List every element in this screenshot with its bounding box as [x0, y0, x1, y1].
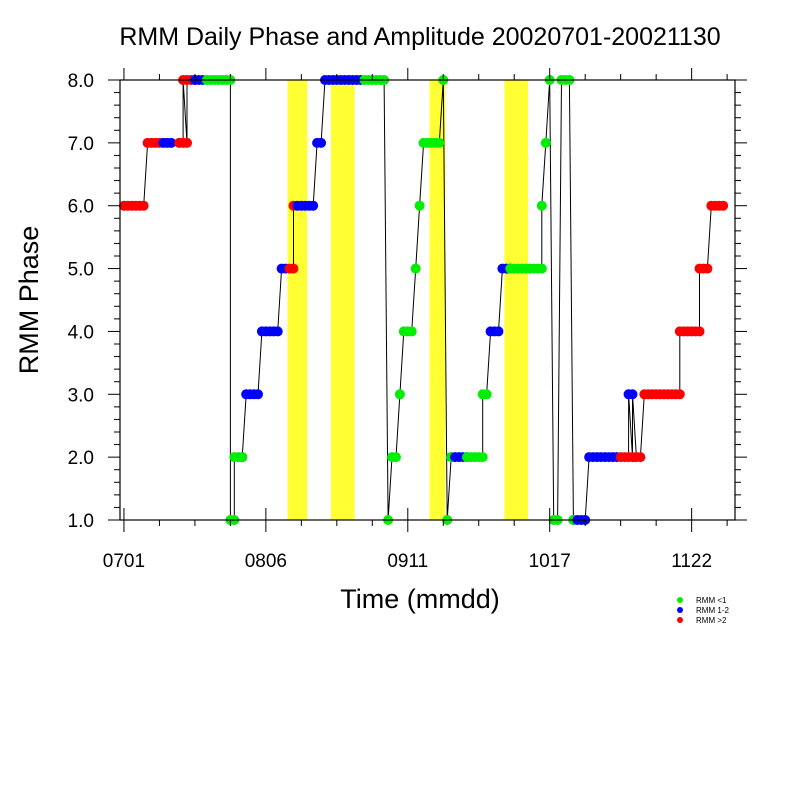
- plot-border: [119, 79, 736, 521]
- x-axis-label: Time (mmdd): [340, 584, 500, 614]
- phase-point: [308, 200, 319, 211]
- phase-point: [166, 137, 177, 148]
- phase-point: [406, 326, 417, 337]
- phase-point: [540, 137, 551, 148]
- y-tick-label: 7.0: [68, 134, 94, 155]
- phase-point: [434, 137, 445, 148]
- y-tick-label: 2.0: [68, 448, 94, 469]
- phase-point: [252, 389, 263, 400]
- phase-point: [182, 137, 193, 148]
- phase-point: [702, 263, 713, 274]
- phase-point: [237, 452, 248, 463]
- y-tick-label: 3.0: [68, 385, 94, 406]
- highlight-periods: [287, 80, 529, 520]
- phase-point: [536, 263, 547, 274]
- y-tick-label: 6.0: [68, 197, 94, 218]
- x-tick-label: 0806: [245, 551, 287, 572]
- x-tick-label: 1017: [529, 551, 571, 572]
- phase-point: [410, 263, 421, 274]
- x-tick-label: 1122: [671, 551, 712, 572]
- x-tick-label: 0911: [387, 551, 428, 572]
- phase-point: [272, 326, 283, 337]
- y-tick-label: 8.0: [68, 71, 94, 92]
- data-points: [118, 75, 729, 525]
- phase-point: [390, 452, 401, 463]
- phase-point: [627, 389, 638, 400]
- phase-point: [138, 200, 149, 211]
- chart-title: RMM Daily Phase and Amplitude 20020701-2…: [119, 23, 720, 51]
- y-axis-label: RMM Phase: [14, 226, 44, 375]
- phase-point: [493, 326, 504, 337]
- phase-point: [635, 452, 646, 463]
- phase-point: [481, 389, 492, 400]
- phase-point: [288, 263, 299, 274]
- legend-label: RMM <1: [696, 596, 727, 605]
- phase-point: [477, 452, 488, 463]
- phase-point: [316, 137, 327, 148]
- axes: 1.0 2.0 3.0 4.0 5.0 6.0 7.0 8.0 0701 0806 0911 1017…: [68, 68, 747, 572]
- y-tick-label: 1.0: [68, 511, 94, 532]
- legend-label: RMM 1-2: [696, 606, 729, 615]
- x-tick-label: 0701: [103, 551, 145, 572]
- phase-point: [674, 389, 685, 400]
- phase-point: [718, 200, 729, 211]
- highlight-band: [504, 80, 529, 520]
- phase-point: [414, 200, 425, 211]
- highlight-band: [287, 80, 308, 520]
- legend-marker: [677, 617, 683, 623]
- highlight-band: [429, 80, 446, 520]
- highlight-band: [330, 80, 355, 520]
- phase-point: [394, 389, 405, 400]
- legend-marker: [677, 607, 683, 613]
- phase-point: [694, 326, 705, 337]
- phase-point: [536, 200, 547, 211]
- legend-marker: [677, 597, 683, 603]
- legend-label: RMM >2: [696, 616, 727, 625]
- y-tick-label: 4.0: [68, 322, 94, 343]
- y-tick-label: 5.0: [68, 260, 94, 281]
